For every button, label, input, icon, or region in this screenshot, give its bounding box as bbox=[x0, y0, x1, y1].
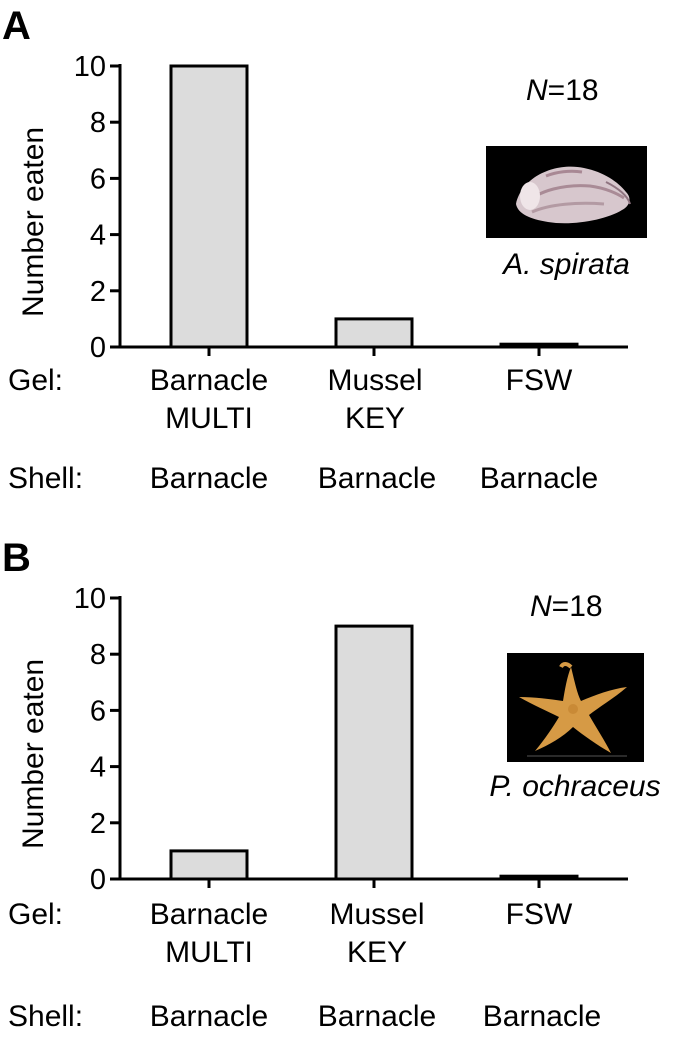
category-label: Barnacle MULTI bbox=[119, 896, 299, 972]
sea-star-photo bbox=[507, 653, 644, 762]
bar bbox=[499, 342, 579, 349]
y-tick-label: 4 bbox=[90, 752, 106, 784]
y-tick-label: 8 bbox=[90, 639, 106, 671]
gel-line2: MULTI bbox=[165, 936, 253, 969]
sea-star-icon bbox=[507, 653, 644, 762]
gel-line1: Mussel bbox=[327, 364, 423, 397]
gel-line2: MULTI bbox=[165, 402, 253, 435]
bar bbox=[334, 317, 414, 349]
shell-label: Barnacle bbox=[149, 462, 269, 495]
gel-line1: FSW bbox=[505, 898, 573, 931]
shell-label: Barnacle bbox=[317, 462, 437, 495]
shell-row-label: Shell: bbox=[8, 1000, 84, 1033]
gel-line1: FSW bbox=[505, 364, 573, 397]
plot-area: 0 2 4 6 8 10 bbox=[74, 583, 628, 896]
bar bbox=[499, 874, 579, 881]
y-tick-label: 2 bbox=[90, 276, 106, 308]
n-label: N=18 bbox=[530, 590, 603, 624]
gel-row-label: Gel: bbox=[8, 364, 64, 397]
n-label-italic: N bbox=[526, 74, 548, 107]
n-label-value: =18 bbox=[547, 74, 599, 107]
whelk-shell-photo bbox=[486, 146, 647, 238]
y-tick-label: 6 bbox=[90, 163, 106, 195]
y-tick-label: 10 bbox=[74, 51, 106, 83]
shell-row-label: Shell: bbox=[8, 462, 84, 495]
chart-panel-a: A Number eaten 0 2 4 6 8 10 N=18 A. spirata G… bbox=[0, 0, 682, 519]
whelk-shell-icon bbox=[486, 146, 647, 238]
shell-label: Barnacle bbox=[317, 1000, 437, 1033]
y-tick-label: 0 bbox=[90, 332, 106, 364]
gel-line1: Barnacle bbox=[149, 898, 269, 931]
bar bbox=[169, 849, 249, 881]
category-label: Barnacle MULTI bbox=[119, 362, 299, 438]
category-label: Mussel KEY bbox=[287, 896, 467, 972]
gel-row-label: Gel: bbox=[8, 898, 64, 931]
n-label: N=18 bbox=[526, 74, 599, 108]
gel-line2: KEY bbox=[346, 936, 408, 969]
gel-line1: Barnacle bbox=[149, 364, 269, 397]
y-tick-label: 0 bbox=[90, 864, 106, 896]
bar bbox=[169, 64, 249, 349]
gel-line1: Mussel bbox=[329, 898, 425, 931]
bar bbox=[334, 624, 414, 881]
shell-label: Barnacle bbox=[482, 1000, 602, 1033]
y-tick-label: 8 bbox=[90, 107, 106, 139]
plot-area: 0 2 4 6 8 10 bbox=[74, 51, 628, 364]
panel-letter: B bbox=[2, 536, 31, 580]
panel-letter: A bbox=[2, 4, 31, 48]
y-tick-label: 6 bbox=[90, 695, 106, 727]
category-label: FSW bbox=[449, 896, 629, 934]
species-name: P. ochraceus bbox=[489, 770, 661, 803]
y-tick-label: 2 bbox=[90, 808, 106, 840]
shell-label: Barnacle bbox=[479, 462, 599, 495]
shell-label: Barnacle bbox=[149, 1000, 269, 1033]
chart-panel-b: B Number eaten 0 2 4 6 8 10 N=18 P. ochraceus… bbox=[0, 532, 682, 1051]
n-label-value: =18 bbox=[551, 590, 603, 623]
category-label: FSW bbox=[449, 362, 629, 400]
n-label-italic: N bbox=[530, 590, 552, 623]
y-tick-label: 10 bbox=[74, 583, 106, 615]
y-tick-label: 4 bbox=[90, 220, 106, 252]
species-name: A. spirata bbox=[503, 248, 630, 281]
gel-line2: KEY bbox=[344, 402, 406, 435]
category-label: Mussel KEY bbox=[285, 362, 465, 438]
